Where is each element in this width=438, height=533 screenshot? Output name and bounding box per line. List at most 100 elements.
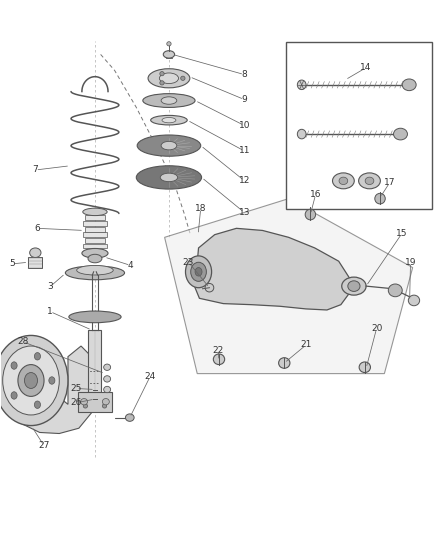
Ellipse shape xyxy=(408,295,420,306)
Text: 18: 18 xyxy=(195,204,206,213)
Text: 4: 4 xyxy=(128,261,134,270)
FancyBboxPatch shape xyxy=(286,42,432,209)
Text: 27: 27 xyxy=(39,441,50,450)
Ellipse shape xyxy=(375,193,385,204)
Ellipse shape xyxy=(359,362,371,373)
Ellipse shape xyxy=(162,117,176,123)
Ellipse shape xyxy=(161,141,177,150)
Ellipse shape xyxy=(104,364,111,370)
Text: 24: 24 xyxy=(145,372,156,381)
Ellipse shape xyxy=(136,166,201,189)
FancyBboxPatch shape xyxy=(83,244,107,248)
Ellipse shape xyxy=(359,173,380,189)
Ellipse shape xyxy=(185,256,212,288)
Ellipse shape xyxy=(389,284,402,297)
Ellipse shape xyxy=(82,248,108,258)
Ellipse shape xyxy=(83,208,107,216)
Ellipse shape xyxy=(11,362,17,369)
Text: 28: 28 xyxy=(18,337,29,346)
Ellipse shape xyxy=(195,268,202,276)
Polygon shape xyxy=(78,392,112,413)
Ellipse shape xyxy=(25,373,38,389)
Text: 12: 12 xyxy=(239,176,250,185)
FancyBboxPatch shape xyxy=(88,330,102,402)
Ellipse shape xyxy=(279,358,290,368)
Ellipse shape xyxy=(342,277,366,295)
Text: 10: 10 xyxy=(239,121,250,130)
Ellipse shape xyxy=(297,130,306,139)
Text: 16: 16 xyxy=(310,190,321,199)
Ellipse shape xyxy=(35,353,40,360)
FancyBboxPatch shape xyxy=(85,227,105,231)
Polygon shape xyxy=(22,346,99,433)
Ellipse shape xyxy=(160,80,164,85)
Ellipse shape xyxy=(69,311,121,322)
Ellipse shape xyxy=(137,135,201,156)
Ellipse shape xyxy=(205,284,214,292)
Text: 14: 14 xyxy=(360,63,372,72)
FancyBboxPatch shape xyxy=(83,221,107,226)
Ellipse shape xyxy=(161,97,177,104)
Text: 3: 3 xyxy=(47,282,53,291)
Ellipse shape xyxy=(160,71,164,76)
Text: 15: 15 xyxy=(396,229,407,238)
Ellipse shape xyxy=(213,354,225,365)
Ellipse shape xyxy=(102,404,107,408)
Text: 23: 23 xyxy=(183,258,194,266)
Ellipse shape xyxy=(81,399,88,405)
Ellipse shape xyxy=(297,80,306,90)
Ellipse shape xyxy=(88,254,102,263)
Ellipse shape xyxy=(148,69,190,88)
Ellipse shape xyxy=(125,414,134,421)
Ellipse shape xyxy=(49,377,55,384)
Text: 20: 20 xyxy=(371,324,382,333)
Text: 19: 19 xyxy=(405,258,416,266)
Text: 6: 6 xyxy=(34,224,40,233)
Ellipse shape xyxy=(365,177,374,184)
Ellipse shape xyxy=(348,281,360,292)
Ellipse shape xyxy=(35,401,40,408)
Ellipse shape xyxy=(151,115,187,125)
Text: 13: 13 xyxy=(239,208,250,217)
Ellipse shape xyxy=(65,266,124,280)
Text: 5: 5 xyxy=(9,260,15,268)
Ellipse shape xyxy=(181,76,185,80)
Ellipse shape xyxy=(339,177,348,184)
Ellipse shape xyxy=(160,173,178,182)
Ellipse shape xyxy=(11,392,17,399)
Ellipse shape xyxy=(163,51,175,58)
Ellipse shape xyxy=(143,94,195,108)
Ellipse shape xyxy=(77,265,113,275)
Ellipse shape xyxy=(104,386,111,393)
Text: 1: 1 xyxy=(47,307,53,316)
Ellipse shape xyxy=(30,248,41,257)
Text: 11: 11 xyxy=(239,147,250,156)
Text: 22: 22 xyxy=(212,346,224,355)
Ellipse shape xyxy=(167,42,171,46)
Ellipse shape xyxy=(83,404,88,408)
Polygon shape xyxy=(195,228,350,310)
Text: 21: 21 xyxy=(300,341,312,350)
Ellipse shape xyxy=(104,376,111,382)
Ellipse shape xyxy=(191,262,206,281)
Text: 25: 25 xyxy=(71,384,82,393)
Ellipse shape xyxy=(305,209,316,220)
FancyBboxPatch shape xyxy=(28,257,42,268)
Ellipse shape xyxy=(0,335,68,425)
FancyBboxPatch shape xyxy=(85,238,105,243)
Text: 26: 26 xyxy=(71,398,82,407)
Text: 8: 8 xyxy=(241,70,247,79)
Ellipse shape xyxy=(402,79,416,91)
Polygon shape xyxy=(165,199,413,374)
Ellipse shape xyxy=(3,346,59,415)
Ellipse shape xyxy=(159,73,179,84)
FancyBboxPatch shape xyxy=(85,215,105,220)
Ellipse shape xyxy=(18,365,44,397)
Text: 17: 17 xyxy=(384,178,396,187)
Text: 9: 9 xyxy=(241,95,247,104)
Ellipse shape xyxy=(393,128,407,140)
Ellipse shape xyxy=(332,173,354,189)
Ellipse shape xyxy=(102,399,110,405)
Text: 7: 7 xyxy=(32,166,38,174)
FancyBboxPatch shape xyxy=(83,232,107,237)
